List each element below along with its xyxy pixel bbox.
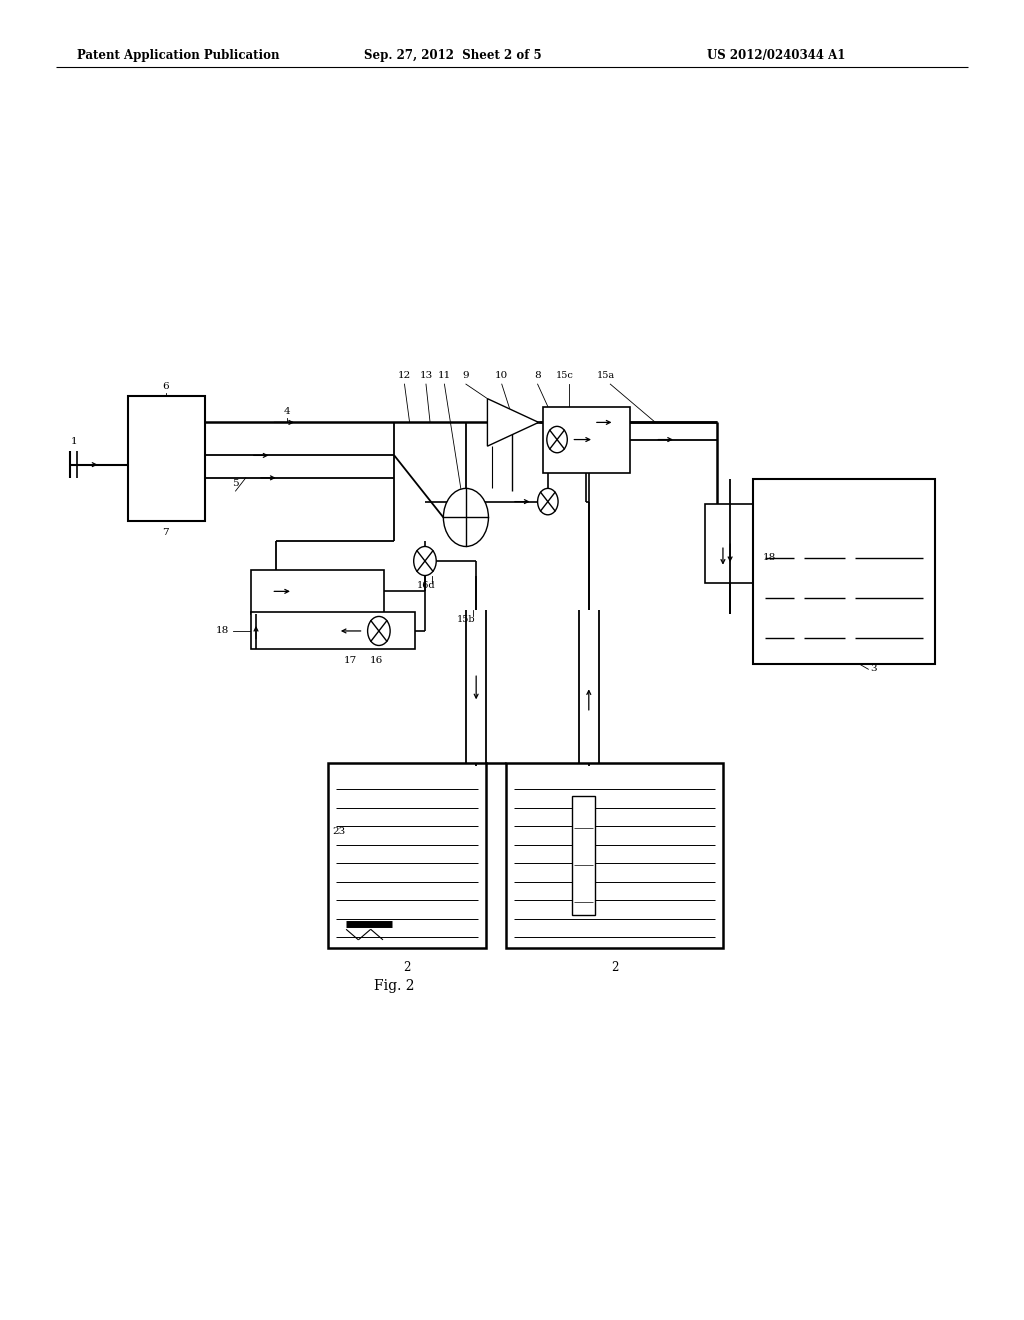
Text: 11: 11 bbox=[438, 371, 451, 380]
Circle shape bbox=[414, 546, 436, 576]
Circle shape bbox=[547, 426, 567, 453]
Text: 13: 13 bbox=[420, 371, 432, 380]
Text: 9: 9 bbox=[463, 371, 469, 380]
Bar bbox=[128, 396, 205, 521]
Text: Fig. 2: Fig. 2 bbox=[374, 979, 415, 994]
Text: US 2012/0240344 A1: US 2012/0240344 A1 bbox=[707, 49, 845, 62]
Text: 10: 10 bbox=[496, 371, 508, 380]
Polygon shape bbox=[487, 399, 539, 446]
Text: 15b: 15b bbox=[457, 615, 475, 624]
Bar bbox=[753, 479, 935, 664]
Text: 15c: 15c bbox=[556, 371, 574, 380]
Bar bbox=[328, 763, 486, 948]
Text: Patent Application Publication: Patent Application Publication bbox=[77, 49, 280, 62]
Text: 6: 6 bbox=[163, 381, 169, 391]
Bar bbox=[572, 796, 595, 915]
Text: 5: 5 bbox=[232, 479, 239, 488]
Bar bbox=[543, 407, 630, 473]
Bar bbox=[251, 612, 415, 649]
Bar bbox=[506, 763, 723, 948]
Circle shape bbox=[538, 488, 558, 515]
Text: Sep. 27, 2012  Sheet 2 of 5: Sep. 27, 2012 Sheet 2 of 5 bbox=[364, 49, 541, 62]
Text: 18: 18 bbox=[763, 553, 776, 561]
Text: 17: 17 bbox=[344, 656, 356, 665]
Text: 12: 12 bbox=[398, 371, 411, 380]
Text: 1: 1 bbox=[71, 437, 77, 446]
Text: 18: 18 bbox=[216, 627, 228, 635]
Text: 23: 23 bbox=[333, 826, 346, 836]
Text: 2: 2 bbox=[610, 961, 618, 974]
Text: 8: 8 bbox=[535, 371, 541, 380]
Text: 16: 16 bbox=[371, 656, 383, 665]
Text: 16d: 16d bbox=[417, 581, 435, 590]
Text: 7: 7 bbox=[163, 528, 169, 537]
Bar bbox=[251, 570, 384, 614]
Text: 15a: 15a bbox=[597, 371, 615, 380]
Text: 2: 2 bbox=[403, 961, 411, 974]
Circle shape bbox=[368, 616, 390, 645]
Circle shape bbox=[443, 488, 488, 546]
Text: 4: 4 bbox=[284, 407, 290, 416]
Bar bbox=[705, 504, 756, 583]
Text: 3: 3 bbox=[870, 664, 877, 673]
